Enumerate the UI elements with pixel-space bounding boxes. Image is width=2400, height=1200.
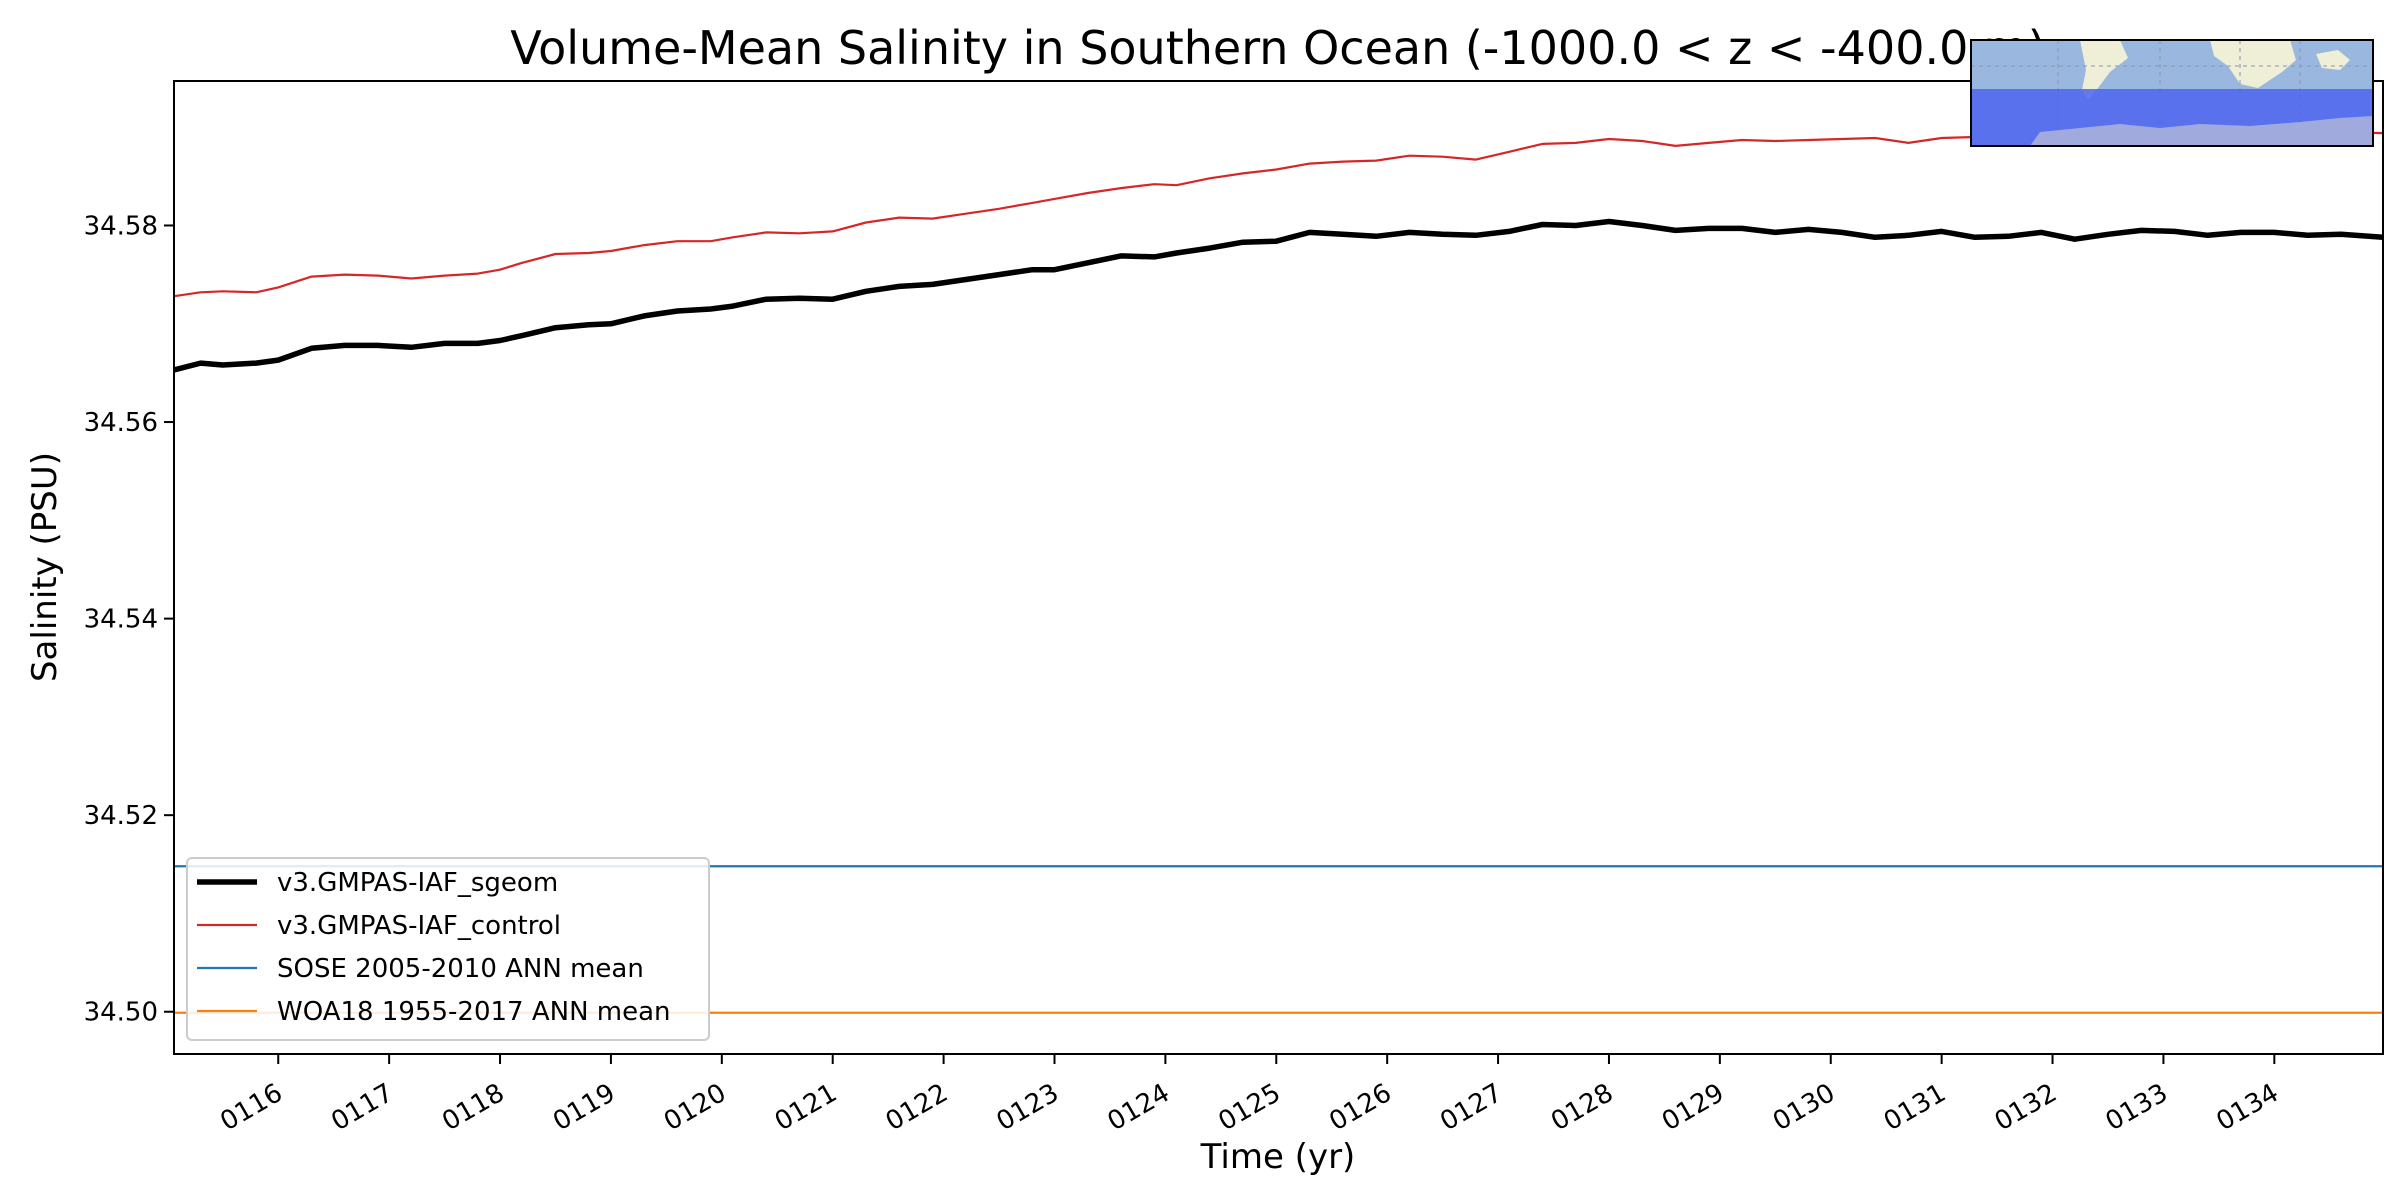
inset-map xyxy=(1970,39,2374,147)
inset-continent-south-america xyxy=(2080,40,2128,100)
y-tick-label: 34.56 xyxy=(84,408,158,438)
legend-label-1: v3.GMPAS-IAF_sgeom xyxy=(277,868,558,898)
x-tick-label: 0133 xyxy=(2101,1078,2173,1137)
y-tick-label: 34.54 xyxy=(84,605,158,635)
x-tick-label: 0121 xyxy=(770,1078,842,1137)
x-tick-label: 0116 xyxy=(215,1078,287,1137)
legend: v3.GMPAS-IAF_sgeom v3.GMPAS-IAF_control SO… xyxy=(186,857,710,1041)
inset-continent-madagascar xyxy=(2316,50,2350,70)
x-tick-label: 0134 xyxy=(2212,1078,2284,1137)
x-tick-label: 0120 xyxy=(659,1078,731,1137)
series-line-1 xyxy=(174,218,2383,373)
x-tick-label: 0130 xyxy=(1768,1078,1840,1137)
legend-label-4: WOA18 1955-2017 ANN mean xyxy=(277,997,671,1027)
x-tick-label: 0128 xyxy=(1546,1078,1618,1137)
x-tick-label: 0131 xyxy=(1879,1078,1951,1137)
x-tick-label: 0124 xyxy=(1103,1078,1175,1137)
y-tick-label: 34.58 xyxy=(84,211,158,241)
chart-title: Volume-Mean Salinity in Southern Ocean (… xyxy=(510,21,2045,75)
inset-border xyxy=(1970,39,2374,147)
y-tick-label: 34.50 xyxy=(84,998,158,1028)
legend-box xyxy=(186,857,710,1041)
x-tick-label: 0117 xyxy=(326,1078,398,1137)
x-tick-label: 0123 xyxy=(992,1078,1064,1137)
x-tick-label: 0119 xyxy=(548,1078,620,1137)
y-tick-label: 34.52 xyxy=(84,801,158,831)
legend-label-2: v3.GMPAS-IAF_control xyxy=(277,911,561,941)
x-tick-label: 0118 xyxy=(437,1078,509,1137)
legend-label-3: SOSE 2005-2010 ANN mean xyxy=(277,954,644,984)
inset-continent-africa xyxy=(2210,40,2296,88)
inset-continent-antarctica xyxy=(2030,116,2373,146)
plot-frame xyxy=(173,80,2384,1055)
x-tick-label: 0132 xyxy=(1990,1078,2062,1137)
x-tick-label: 0129 xyxy=(1657,1078,1729,1137)
x-tick-label: 0125 xyxy=(1213,1078,1285,1137)
x-tick-label: 0126 xyxy=(1324,1078,1396,1137)
series-line-2 xyxy=(174,131,2383,298)
x-axis-label: Time (yr) xyxy=(1200,1137,1356,1177)
y-axis-label: Salinity (PSU) xyxy=(25,452,65,682)
x-tick-label: 0127 xyxy=(1435,1078,1507,1137)
x-tick-label: 0122 xyxy=(881,1078,953,1137)
